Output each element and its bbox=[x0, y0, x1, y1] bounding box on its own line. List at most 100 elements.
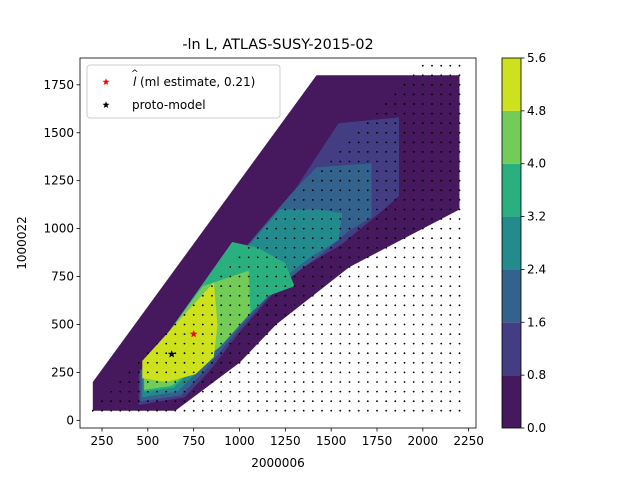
grid-point bbox=[302, 246, 305, 249]
grid-point bbox=[330, 179, 333, 182]
grid-point bbox=[321, 199, 323, 201]
grid-point bbox=[348, 409, 351, 412]
grid-point bbox=[394, 333, 397, 335]
colorbar-ticks: 0.0 0.8 1.6 2.4 3.2 4.0 4.8 5.6 bbox=[521, 51, 546, 435]
grid-point bbox=[156, 400, 158, 403]
x-tick-label: 500 bbox=[136, 434, 159, 448]
grid-point bbox=[192, 371, 195, 374]
grid-point bbox=[458, 160, 461, 163]
grid-point bbox=[458, 246, 461, 249]
grid-point bbox=[174, 409, 177, 412]
grid-point bbox=[449, 390, 452, 393]
grid-point bbox=[431, 151, 433, 153]
grid-point bbox=[449, 352, 452, 355]
grid-point bbox=[229, 294, 232, 297]
grid-point bbox=[394, 294, 397, 297]
grid-point bbox=[449, 314, 452, 316]
grid-point bbox=[440, 74, 443, 77]
grid-point bbox=[321, 333, 323, 335]
grid-point bbox=[449, 83, 452, 86]
grid-point bbox=[366, 237, 369, 240]
grid-point bbox=[229, 275, 232, 278]
grid-point bbox=[302, 275, 305, 278]
grid-point bbox=[201, 371, 204, 374]
grid-point bbox=[431, 390, 433, 393]
grid-point bbox=[412, 189, 415, 192]
grid-point bbox=[376, 179, 378, 182]
grid-point bbox=[376, 381, 378, 383]
grid-point bbox=[275, 218, 278, 220]
grid-point bbox=[440, 246, 443, 249]
grid-point bbox=[431, 361, 433, 364]
grid-point bbox=[412, 151, 415, 153]
grid-point bbox=[459, 55, 461, 57]
marker-proto-model bbox=[167, 350, 176, 358]
grid-point bbox=[330, 304, 333, 307]
grid-point bbox=[412, 131, 415, 134]
grid-point bbox=[431, 122, 433, 125]
grid-point bbox=[229, 400, 232, 403]
grid-point bbox=[431, 64, 433, 67]
grid-point bbox=[348, 141, 351, 144]
grid-point bbox=[256, 266, 259, 268]
grid-point bbox=[339, 304, 342, 307]
grid-point bbox=[220, 371, 223, 374]
plot-area bbox=[79, 55, 477, 429]
grid-point bbox=[183, 361, 186, 364]
grid-point bbox=[421, 93, 424, 96]
grid-point bbox=[421, 361, 424, 364]
grid-point bbox=[357, 294, 360, 297]
grid-point bbox=[449, 294, 452, 297]
grid-point bbox=[201, 390, 204, 393]
grid-point bbox=[376, 314, 378, 316]
grid-point bbox=[376, 122, 378, 125]
grid-point bbox=[339, 275, 342, 278]
grid-point bbox=[311, 342, 314, 345]
grid-point bbox=[385, 304, 388, 307]
grid-point bbox=[421, 170, 424, 173]
grid-point bbox=[302, 409, 305, 412]
grid-point bbox=[431, 141, 433, 144]
grid-point bbox=[284, 314, 287, 316]
grid-point bbox=[321, 227, 323, 230]
grid-point bbox=[330, 275, 333, 278]
grid-point bbox=[192, 381, 195, 383]
grid-point bbox=[302, 285, 305, 287]
grid-point bbox=[339, 208, 342, 211]
grid-point bbox=[440, 208, 443, 211]
grid-point bbox=[256, 237, 259, 240]
grid-point bbox=[440, 122, 443, 125]
grid-point bbox=[440, 294, 443, 297]
grid-point bbox=[339, 256, 342, 259]
grid-point bbox=[385, 218, 388, 220]
grid-point bbox=[330, 170, 333, 173]
grid-point bbox=[302, 189, 305, 192]
grid-point bbox=[238, 266, 241, 268]
grid-point bbox=[366, 371, 369, 374]
grid-point bbox=[348, 381, 351, 383]
grid-point bbox=[293, 400, 296, 403]
legend-label-ml-estimate: (ml estimate, 0.21) bbox=[140, 75, 255, 89]
grid-point bbox=[348, 342, 351, 345]
grid-point bbox=[366, 208, 369, 211]
grid-point bbox=[192, 342, 195, 345]
grid-point bbox=[321, 323, 323, 326]
grid-point bbox=[431, 352, 433, 355]
grid-point bbox=[431, 170, 433, 173]
grid-point bbox=[421, 390, 424, 393]
grid-point bbox=[238, 294, 241, 297]
grid-point bbox=[284, 400, 287, 403]
grid-point bbox=[421, 323, 424, 326]
grid-point bbox=[376, 323, 378, 326]
grid-point bbox=[339, 342, 342, 345]
grid-point bbox=[449, 237, 452, 240]
grid-point bbox=[458, 381, 461, 383]
grid-point bbox=[311, 323, 314, 326]
grid-point bbox=[311, 304, 314, 307]
grid-point bbox=[275, 352, 278, 355]
grid-point bbox=[183, 352, 186, 355]
grid-point bbox=[220, 400, 223, 403]
grid-point bbox=[321, 208, 323, 211]
grid-point bbox=[275, 246, 278, 249]
grid-point bbox=[275, 227, 278, 230]
